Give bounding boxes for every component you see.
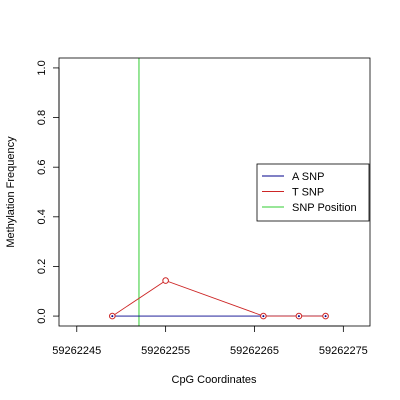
a-snp-point bbox=[111, 315, 114, 318]
x-tick-label: 59262255 bbox=[141, 345, 190, 357]
x-tick-label: 59262275 bbox=[319, 345, 368, 357]
x-axis-label: CpG Coordinates bbox=[172, 374, 257, 386]
y-tick-label: 0.4 bbox=[36, 209, 48, 224]
y-axis-label: Methylation Frequency bbox=[5, 136, 17, 248]
legend-label-a-snp: A SNP bbox=[292, 171, 324, 183]
y-tick-label: 0.0 bbox=[36, 308, 48, 323]
y-axis: 0.0 0.2 0.4 0.6 0.8 1.0 bbox=[36, 60, 60, 324]
a-snp-point bbox=[324, 315, 327, 318]
legend-label-t-snp: T SNP bbox=[292, 187, 324, 199]
legend-label-snp-position: SNP Position bbox=[292, 202, 357, 214]
a-snp-point bbox=[262, 315, 265, 318]
x-tick-label: 59262245 bbox=[52, 345, 101, 357]
y-tick-label: 0.6 bbox=[36, 160, 48, 175]
t-snp-point bbox=[162, 277, 169, 284]
a-snp-point bbox=[297, 315, 300, 318]
legend-box bbox=[256, 163, 370, 222]
legend: A SNP T SNP SNP Position bbox=[256, 163, 370, 222]
x-tick-label: 59262265 bbox=[230, 345, 279, 357]
y-tick-label: 0.2 bbox=[36, 259, 48, 274]
y-tick-label: 1.0 bbox=[36, 60, 48, 75]
plot-area bbox=[109, 58, 329, 326]
x-axis: 59262245 59262255 59262265 59262275 bbox=[52, 325, 368, 357]
y-tick-label: 0.8 bbox=[36, 110, 48, 125]
